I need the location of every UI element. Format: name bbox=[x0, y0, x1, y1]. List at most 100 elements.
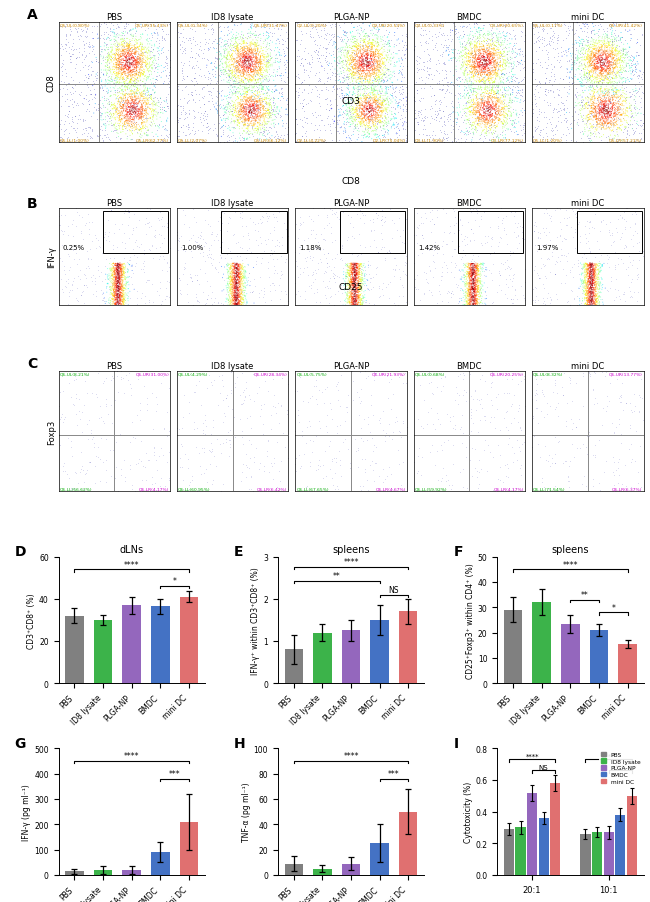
Point bbox=[118, 56, 129, 70]
Point bbox=[74, 42, 85, 57]
Point bbox=[616, 119, 626, 133]
Point bbox=[362, 434, 372, 448]
Point bbox=[68, 73, 79, 87]
Point bbox=[346, 50, 356, 64]
Point bbox=[582, 17, 593, 32]
Point bbox=[353, 92, 363, 106]
Point bbox=[117, 284, 127, 299]
Point bbox=[146, 120, 157, 134]
Point bbox=[210, 52, 220, 67]
Point bbox=[357, 61, 367, 76]
Point bbox=[591, 41, 601, 55]
Point bbox=[111, 276, 121, 290]
Point bbox=[377, 51, 387, 66]
Point bbox=[240, 281, 251, 296]
Point bbox=[156, 71, 166, 86]
Point bbox=[378, 77, 389, 91]
Point bbox=[348, 292, 358, 307]
Point bbox=[504, 431, 514, 446]
Point bbox=[98, 456, 108, 470]
Point bbox=[127, 93, 137, 107]
Point bbox=[579, 57, 590, 71]
Point bbox=[477, 40, 488, 54]
Point bbox=[113, 264, 124, 279]
Point bbox=[251, 56, 261, 70]
Point bbox=[467, 292, 478, 307]
Point bbox=[107, 98, 117, 113]
Point bbox=[353, 62, 363, 77]
Point bbox=[139, 107, 150, 122]
Point bbox=[462, 113, 473, 127]
Point bbox=[95, 106, 105, 120]
Bar bbox=[561, 624, 580, 684]
Point bbox=[116, 68, 127, 82]
Point bbox=[257, 110, 267, 124]
Point bbox=[251, 102, 261, 116]
Point bbox=[278, 59, 289, 73]
Point bbox=[474, 37, 485, 51]
Point bbox=[182, 96, 192, 110]
Point bbox=[532, 85, 543, 99]
Point bbox=[237, 299, 247, 313]
Point bbox=[590, 266, 601, 281]
Point bbox=[112, 84, 122, 98]
Point bbox=[113, 283, 124, 298]
Point bbox=[346, 60, 356, 74]
Point bbox=[295, 52, 306, 67]
Point bbox=[461, 277, 471, 291]
Point bbox=[248, 42, 259, 57]
Point bbox=[127, 66, 137, 80]
Point bbox=[564, 266, 575, 281]
Point bbox=[365, 73, 375, 87]
Point bbox=[501, 81, 512, 96]
Point bbox=[597, 47, 607, 61]
Point bbox=[263, 68, 274, 82]
Point bbox=[104, 108, 114, 123]
Point bbox=[481, 34, 491, 49]
Point bbox=[140, 290, 150, 304]
Point bbox=[183, 87, 193, 102]
Point bbox=[630, 124, 640, 139]
Point bbox=[476, 286, 487, 300]
Point bbox=[241, 93, 252, 107]
Point bbox=[365, 98, 375, 113]
Point bbox=[346, 91, 357, 106]
Point bbox=[239, 117, 250, 132]
Title: dLNs: dLNs bbox=[120, 545, 144, 555]
Point bbox=[240, 54, 250, 69]
Point bbox=[74, 45, 85, 60]
Point bbox=[231, 290, 242, 305]
Point bbox=[367, 38, 378, 52]
Point bbox=[385, 55, 396, 69]
Point bbox=[582, 89, 593, 104]
Point bbox=[257, 80, 268, 95]
Point bbox=[482, 124, 492, 138]
Point bbox=[232, 59, 242, 73]
Point bbox=[479, 58, 489, 72]
Point bbox=[237, 61, 248, 76]
Point bbox=[442, 78, 452, 93]
Point bbox=[514, 399, 524, 413]
Point bbox=[346, 293, 357, 308]
Point bbox=[329, 268, 339, 282]
Point bbox=[363, 119, 374, 133]
Point bbox=[222, 36, 233, 51]
Point bbox=[233, 283, 244, 298]
Point bbox=[343, 60, 353, 75]
Point bbox=[119, 29, 129, 43]
Point bbox=[237, 286, 247, 300]
Point bbox=[327, 18, 337, 32]
Point bbox=[114, 92, 125, 106]
Point bbox=[607, 77, 618, 91]
Point bbox=[353, 82, 363, 97]
Point bbox=[114, 119, 124, 133]
Point bbox=[465, 268, 475, 282]
Point bbox=[473, 261, 483, 275]
Point bbox=[476, 51, 486, 65]
Point bbox=[425, 116, 436, 131]
Point bbox=[297, 130, 307, 144]
Point bbox=[398, 97, 408, 112]
Point bbox=[341, 109, 352, 124]
Point bbox=[356, 59, 367, 73]
Point bbox=[231, 274, 242, 289]
